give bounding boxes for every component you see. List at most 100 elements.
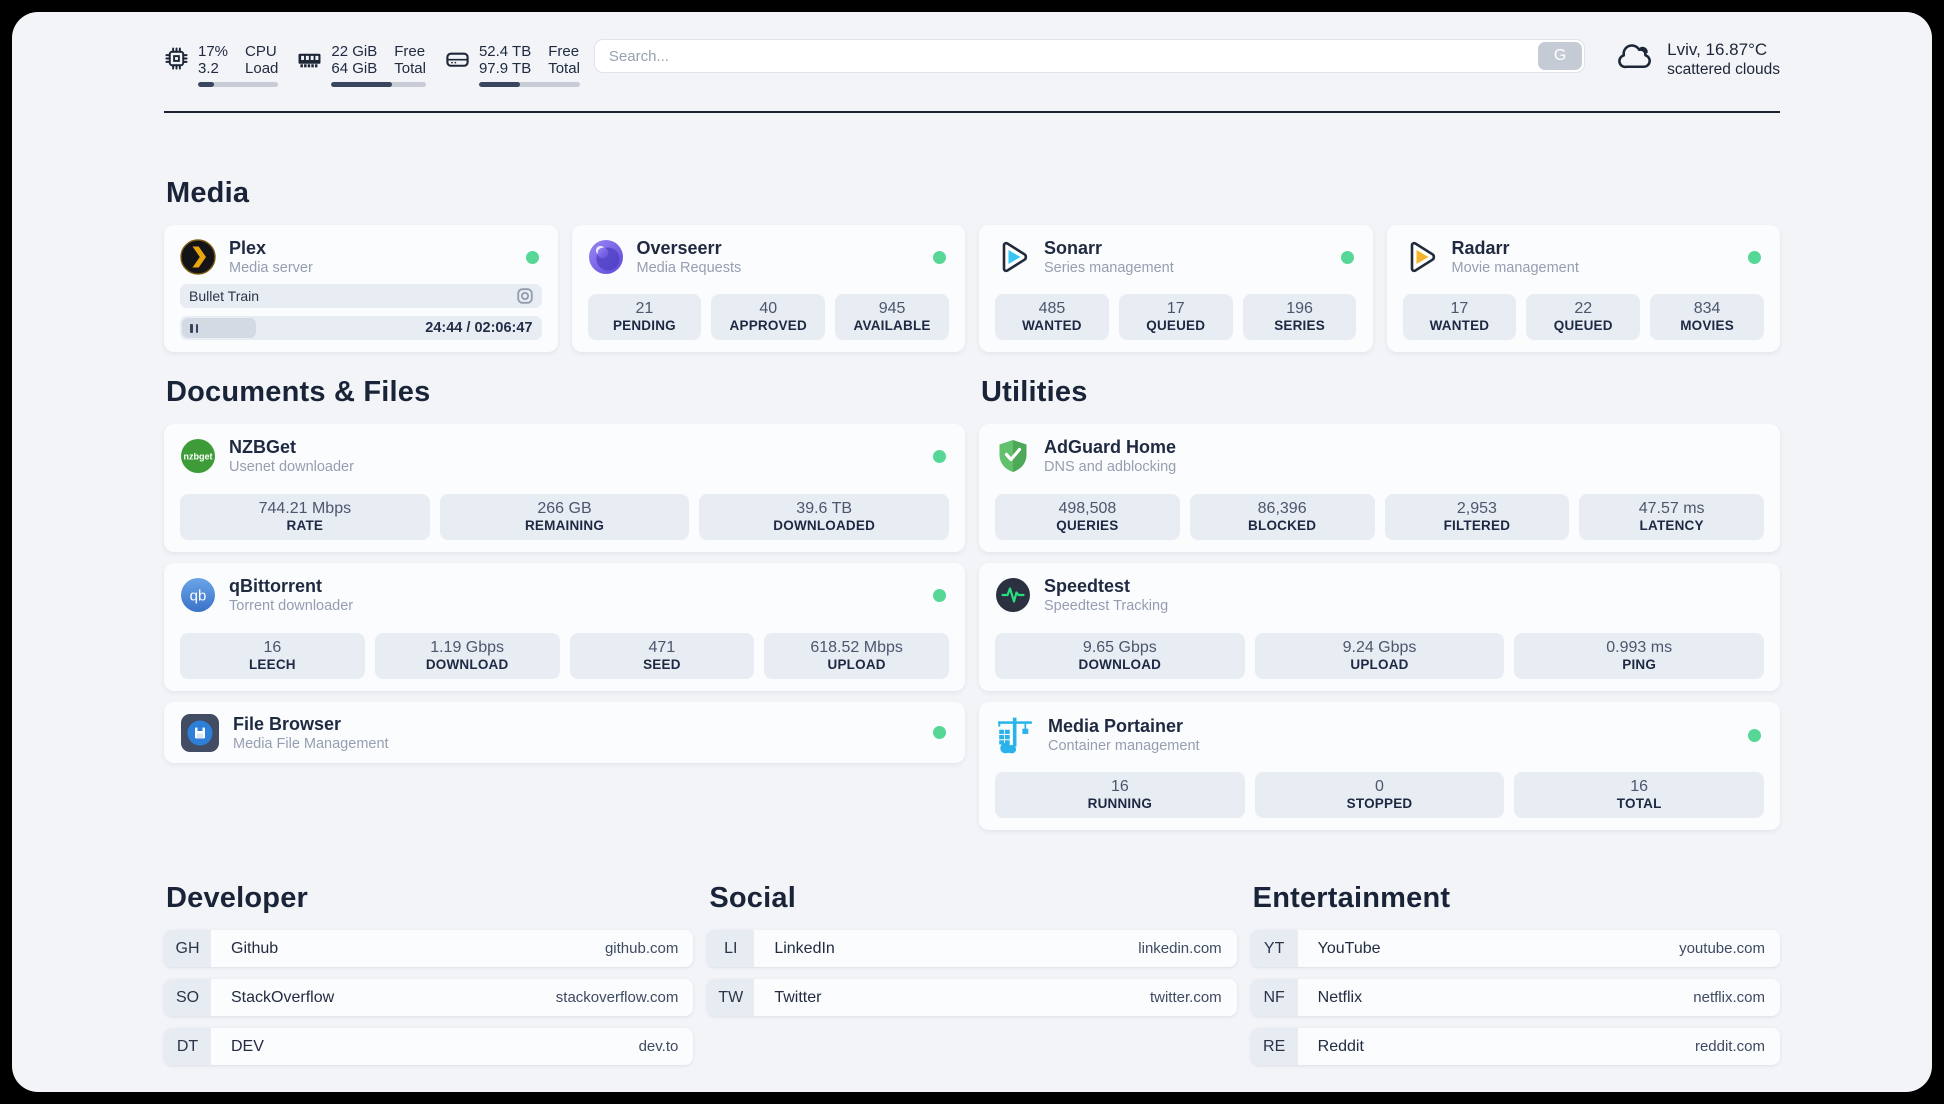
sonarr-icon [995, 239, 1031, 275]
service-subtitle: Torrent downloader [229, 598, 354, 614]
bookmark-url: twitter.com [1149, 989, 1222, 1006]
bookmark-reddit[interactable]: RE Reddit reddit.com [1250, 1028, 1780, 1065]
bookmark-url: netflix.com [1693, 989, 1765, 1006]
service-card-plex[interactable]: Plex Media server Bullet Train [164, 225, 558, 352]
bookmark-abbr: GH [164, 930, 211, 967]
service-subtitle: Media server [229, 260, 313, 276]
dashboard-page: 17% 3.2 CPU Load [12, 12, 1932, 1092]
playback-progress-fill [182, 318, 257, 338]
cpu-usage-value: 17% [198, 43, 229, 60]
weather-location-temp: Lviv, 16.87°C [1667, 40, 1768, 59]
nzbget-icon: nzbget [180, 438, 216, 474]
service-card-adguard[interactable]: AdGuard Home DNS and adblocking 498,508 … [979, 424, 1780, 552]
stat-approved: 40 APPROVED [711, 294, 826, 340]
svg-text:nzbget: nzbget [184, 452, 213, 462]
bookmark-abbr: TW [707, 979, 755, 1016]
stat-wanted: 485 WANTED [995, 294, 1109, 340]
now-playing-row: Bullet Train [180, 284, 542, 308]
stat-upload: 9.24 Gbps UPLOAD [1254, 633, 1505, 679]
service-card-nzbget[interactable]: nzbget NZBGet Usenet downloader 74 [164, 424, 965, 552]
memory-total-value: 64 GiB [331, 59, 378, 77]
service-subtitle: DNS and adblocking [1044, 459, 1177, 475]
bookmark-youtube[interactable]: YT YouTube youtube.com [1250, 930, 1780, 967]
cpu-metric: 17% 3.2 CPU Load [164, 43, 279, 87]
memory-free-value: 22 GiB [331, 43, 378, 60]
stat-remaining: 266 GB REMAINING [439, 494, 690, 540]
bookmark-url: youtube.com [1679, 940, 1765, 957]
bookmark-netflix[interactable]: NF Netflix netflix.com [1250, 979, 1780, 1016]
service-subtitle: Usenet downloader [229, 459, 354, 475]
service-subtitle: Media File Management [233, 735, 389, 752]
service-subtitle: Movie management [1451, 260, 1579, 276]
weather-condition: scattered clouds [1667, 61, 1780, 78]
service-title: Overseerr [636, 238, 722, 258]
media-info-icon[interactable] [516, 288, 533, 304]
memory-metric: 22 GiB 64 GiB Free Total [297, 43, 426, 87]
bookmark-abbr: DT [164, 1028, 211, 1065]
stat-running: 16 RUNNING [995, 772, 1245, 818]
stat-wanted: 17 WANTED [1402, 294, 1517, 340]
status-dot [1748, 250, 1761, 264]
service-card-radarr[interactable]: Radarr Movie management 17 WANTED 22 QUE… [1386, 225, 1780, 352]
bookmark-name: DEV [231, 1037, 264, 1055]
bookmark-stackoverflow[interactable]: SO StackOverflow stackoverflow.com [164, 979, 694, 1016]
cpu-progress-bar [198, 82, 279, 87]
disk-metric: 52.4 TB 97.9 TB Free Total [445, 43, 580, 87]
bookmark-linkedin[interactable]: LI LinkedIn linkedin.com [707, 930, 1237, 967]
service-card-speedtest[interactable]: Speedtest Speedtest Tracking 9.65 Gbps D… [979, 563, 1780, 691]
stat-download: 1.19 Gbps DOWNLOAD [374, 633, 560, 679]
memory-label-1: Free [394, 43, 426, 60]
plex-icon [180, 239, 216, 275]
search-engine-button[interactable]: G [1538, 42, 1583, 70]
service-card-filebrowser[interactable]: File Browser Media File Management [164, 702, 965, 763]
filebrowser-icon [180, 713, 220, 753]
adguard-icon [995, 438, 1031, 474]
stat-upload: 618.52 Mbps UPLOAD [764, 633, 949, 679]
stat-leech: 16 LEECH [180, 633, 365, 679]
service-card-portainer[interactable]: Media Portainer Container management 16 … [979, 702, 1780, 830]
bookmark-twitter[interactable]: TW Twitter twitter.com [707, 979, 1237, 1016]
weather-widget: Lviv, 16.87°C scattered clouds [1617, 40, 1780, 79]
stat-ping: 0.993 ms PING [1514, 633, 1765, 679]
bookmark-abbr: SO [164, 979, 211, 1016]
bookmark-name: Github [231, 939, 279, 957]
speedtest-icon [995, 577, 1031, 613]
bookmark-url: dev.to [638, 1038, 679, 1055]
stat-pending: 21 PENDING [587, 294, 702, 340]
pause-icon[interactable] [190, 323, 198, 333]
stat-stopped: 0 STOPPED [1254, 772, 1505, 818]
portainer-icon [995, 715, 1035, 755]
section-title-media: Media [166, 177, 250, 209]
status-dot [1340, 250, 1354, 264]
service-card-overseerr[interactable]: Overseerr Media Requests 21 PENDING 40 A… [571, 225, 965, 352]
now-playing-title: Bullet Train [189, 288, 260, 304]
bookmark-name: StackOverflow [231, 988, 335, 1006]
service-subtitle: Speedtest Tracking [1044, 598, 1169, 614]
stat-seed: 471 SEED [569, 633, 755, 679]
bookmark-abbr: LI [707, 930, 755, 967]
bookmark-abbr: YT [1250, 930, 1298, 967]
top-bar: 17% 3.2 CPU Load [164, 12, 1780, 87]
stat-queries: 498,508 QUERIES [995, 494, 1180, 540]
disk-free-value: 52.4 TB [478, 43, 532, 60]
service-title: Media Portainer [1048, 716, 1184, 736]
search-input[interactable] [593, 39, 1586, 73]
service-card-sonarr[interactable]: Sonarr Series management 485 WANTED 17 Q… [979, 225, 1373, 352]
service-title: AdGuard Home [1044, 437, 1177, 457]
bookmark-dev[interactable]: DT DEV dev.to [164, 1028, 694, 1065]
service-title: Speedtest [1044, 576, 1131, 596]
overseerr-icon [588, 239, 624, 275]
bookmark-github[interactable]: GH Github github.com [164, 930, 694, 967]
qbittorrent-icon: qb [180, 577, 216, 613]
service-card-qbittorrent[interactable]: qb qBittorrent Torrent downloader [164, 563, 965, 691]
stat-download: 9.65 Gbps DOWNLOAD [995, 633, 1245, 679]
status-dot [933, 250, 946, 264]
stat-latency: 47.57 ms LATENCY [1579, 494, 1764, 540]
bookmark-url: linkedin.com [1138, 940, 1222, 957]
svg-text:qb: qb [190, 588, 207, 605]
service-title: Sonarr [1044, 238, 1103, 258]
service-title: NZBGet [229, 437, 296, 457]
section-title-utilities: Utilities [981, 376, 1088, 408]
memory-label-2: Total [394, 59, 426, 77]
bookmark-name: YouTube [1317, 939, 1381, 957]
